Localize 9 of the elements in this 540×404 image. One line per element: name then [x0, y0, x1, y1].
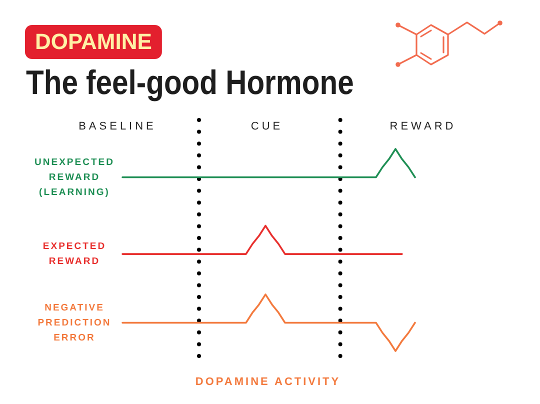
x-tick-label: CUE: [250, 120, 284, 133]
series-label: UNEXPECTED REWARD (LEARNING): [34, 156, 114, 198]
series-label: EXPECTED REWARD: [42, 241, 106, 268]
chart-subtitle: DOPAMINE: [35, 29, 152, 54]
chart-title: The feel-good Hormone: [26, 62, 354, 102]
x-tick-label: BASELINE: [78, 120, 156, 133]
x-axis-title: DOPAMINE ACTIVITY: [195, 376, 341, 388]
x-tick-label: REWARD: [390, 120, 456, 133]
series-label: NEGATIVE PREDICTION ERROR: [38, 302, 112, 344]
